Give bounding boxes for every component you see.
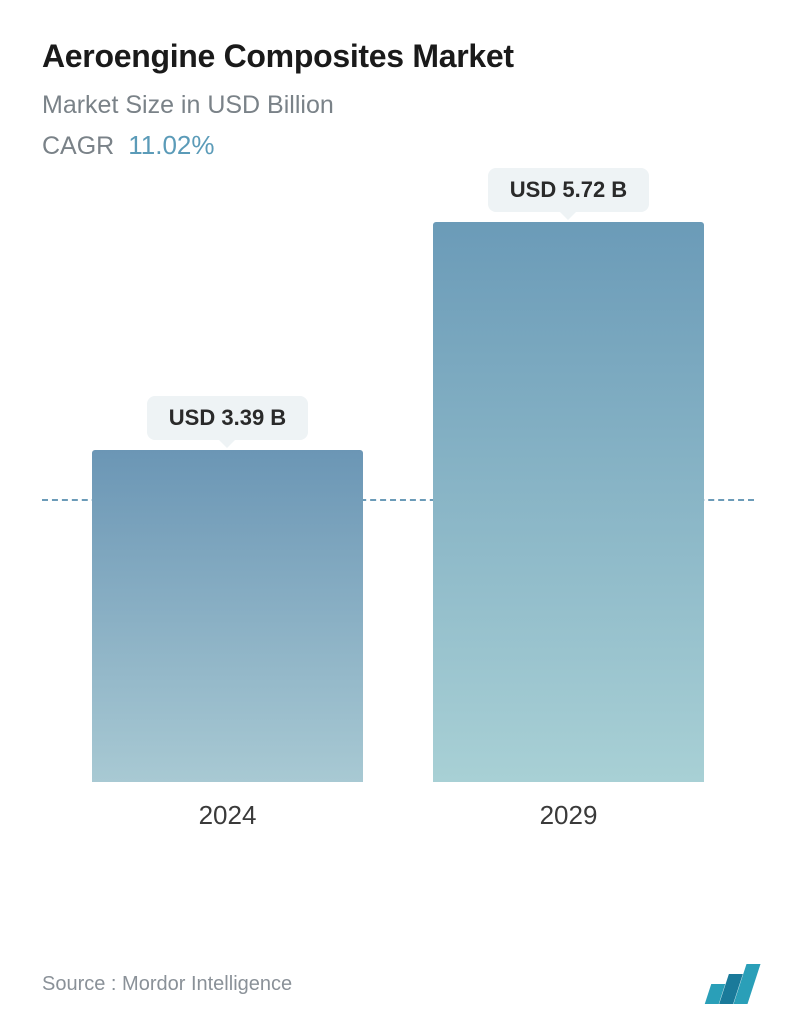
- source-text: Source : Mordor Intelligence: [42, 973, 292, 996]
- bar-group-2029: USD 5.72 B 2029: [433, 168, 704, 831]
- bar-year-label: 2029: [540, 800, 598, 831]
- bar-group-2024: USD 3.39 B 2024: [92, 396, 363, 831]
- brand-logo: [708, 964, 754, 1004]
- cagr-label: CAGR: [42, 132, 114, 161]
- footer: Source : Mordor Intelligence: [42, 964, 754, 1004]
- bar-year-label: 2024: [199, 800, 257, 831]
- chart-subtitle: Market Size in USD Billion: [42, 91, 754, 120]
- chart-title: Aeroengine Composites Market: [42, 38, 754, 75]
- chart-area: USD 3.39 B2024USD 5.72 B2029: [42, 211, 754, 871]
- bars-container: USD 3.39 B2024USD 5.72 B2029: [72, 211, 724, 831]
- bar-value-label: USD 5.72 B: [488, 168, 649, 212]
- bar: [433, 222, 704, 782]
- bar: [92, 450, 363, 782]
- cagr-row: CAGR 11.02%: [42, 130, 754, 161]
- cagr-value: 11.02%: [128, 130, 214, 161]
- bar-value-label: USD 3.39 B: [147, 396, 308, 440]
